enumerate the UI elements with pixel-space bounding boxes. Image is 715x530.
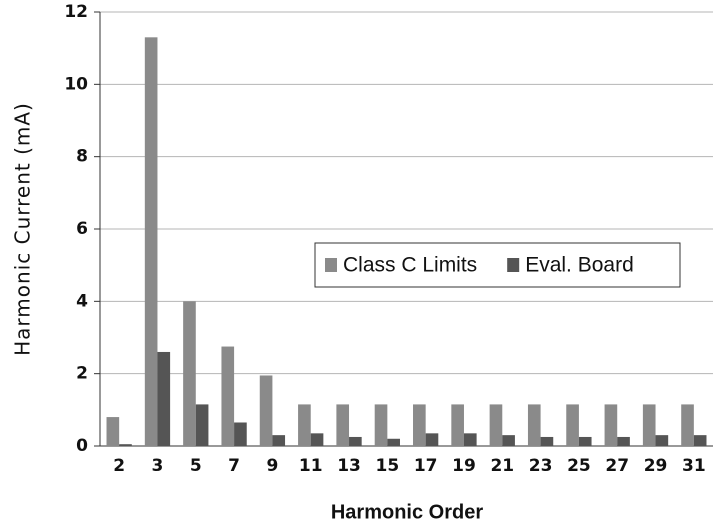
bar bbox=[119, 444, 132, 446]
x-tick-label: 21 bbox=[490, 456, 514, 476]
bar bbox=[259, 375, 273, 446]
x-tick-label: 9 bbox=[266, 456, 278, 476]
bar bbox=[298, 404, 311, 446]
legend-swatch bbox=[507, 258, 520, 272]
bar bbox=[106, 417, 120, 446]
x-tick-label: 25 bbox=[567, 456, 591, 476]
x-tick-label: 2 bbox=[113, 456, 125, 476]
bar bbox=[502, 435, 515, 446]
x-tick-label: 11 bbox=[299, 456, 323, 476]
bar bbox=[566, 404, 579, 446]
x-tick-label: 5 bbox=[190, 456, 202, 476]
x-tick-label: 23 bbox=[529, 456, 553, 476]
legend-label: Eval. Board bbox=[525, 254, 634, 277]
bar bbox=[463, 433, 477, 446]
bar bbox=[578, 436, 592, 446]
x-tick-label: 19 bbox=[452, 456, 476, 476]
bar bbox=[157, 351, 171, 446]
x-axis-title: Harmonic Order bbox=[331, 501, 483, 523]
bar bbox=[374, 404, 388, 446]
bar bbox=[527, 404, 541, 446]
bar bbox=[272, 435, 286, 446]
x-tick-label: 3 bbox=[152, 456, 164, 476]
bar bbox=[387, 438, 400, 446]
x-tick-label: 7 bbox=[228, 456, 240, 476]
x-tick-label: 27 bbox=[605, 456, 629, 476]
legend-label: Class C Limits bbox=[343, 254, 477, 277]
bar bbox=[693, 435, 707, 446]
bar bbox=[655, 435, 669, 446]
x-tick-label: 13 bbox=[337, 456, 361, 476]
bar bbox=[642, 404, 656, 446]
y-tick-label: 0 bbox=[76, 436, 88, 456]
bar bbox=[234, 422, 247, 446]
bar bbox=[183, 301, 196, 446]
legend: Class C Limits Eval. Board bbox=[314, 242, 681, 288]
legend-box bbox=[314, 242, 681, 288]
y-tick-label: 4 bbox=[76, 291, 88, 311]
bar bbox=[349, 436, 362, 446]
bar bbox=[221, 346, 235, 446]
bar bbox=[336, 404, 350, 446]
x-tick-label: 17 bbox=[414, 456, 438, 476]
y-tick-label: 2 bbox=[76, 364, 88, 384]
y-tick-label: 10 bbox=[64, 74, 88, 94]
y-tick-label: 6 bbox=[76, 219, 88, 239]
y-tick-label: 12 bbox=[64, 2, 88, 22]
bar bbox=[195, 404, 209, 446]
x-tick-label: 29 bbox=[644, 456, 668, 476]
bar bbox=[425, 433, 439, 446]
bar bbox=[681, 404, 694, 446]
bar bbox=[310, 433, 324, 446]
x-tick-label: 15 bbox=[376, 456, 400, 476]
bar bbox=[489, 404, 503, 446]
y-tick-label: 8 bbox=[76, 147, 88, 167]
bar bbox=[451, 404, 464, 446]
bar bbox=[617, 436, 630, 446]
legend-swatch bbox=[325, 258, 337, 272]
bar bbox=[540, 436, 554, 446]
bar bbox=[413, 404, 426, 446]
x-tick-label: 31 bbox=[682, 456, 706, 476]
bar bbox=[144, 37, 158, 447]
y-axis-title: Harmonic Current (mA) bbox=[11, 102, 35, 356]
bar bbox=[604, 404, 618, 446]
